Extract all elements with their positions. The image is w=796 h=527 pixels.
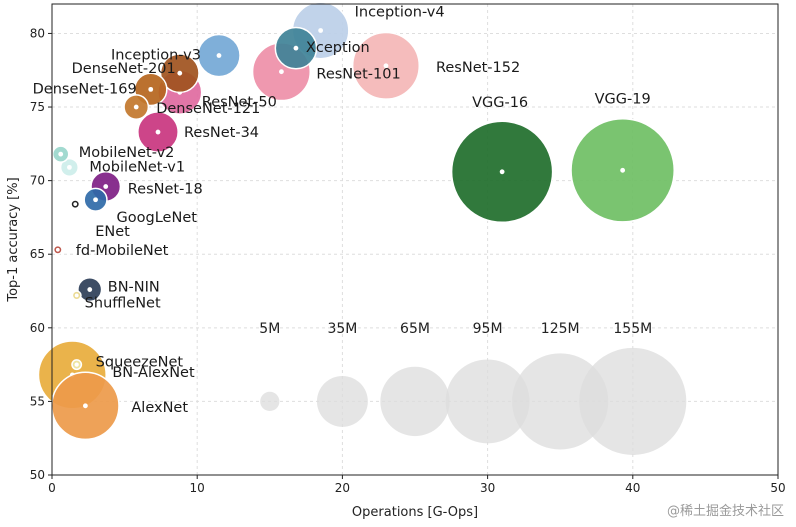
y-tick-label: 50 <box>30 468 45 482</box>
bubble-label-inception-v3: Inception-v3 <box>111 48 201 64</box>
y-axis-label: Top-1 accuracy [%] <box>6 177 21 302</box>
y-tick-label: 55 <box>30 394 45 408</box>
size-legend-bubble-5m <box>260 391 280 412</box>
bubble-center-inception-v3 <box>216 53 222 58</box>
bubble-label-resnet-18: ResNet-18 <box>128 182 203 198</box>
bubble-labels: Inception-v4 Xception Inception-v3 ResNet-1… <box>33 4 651 415</box>
y-tick-label: 60 <box>30 321 45 335</box>
x-tick-label: 20 <box>335 481 350 495</box>
bubble-center-resnet-34 <box>155 129 161 135</box>
bubble-label-resnet-152: ResNet-152 <box>436 60 520 76</box>
bubble-center-squeezenet <box>74 362 79 367</box>
x-tick-label: 10 <box>190 481 205 495</box>
data-bubbles <box>37 1 675 441</box>
bubble-center-resnet-152 <box>383 63 389 69</box>
bubble-label-resnet-101: ResNet-101 <box>316 67 400 83</box>
size-legend-bubble-125m <box>512 353 609 450</box>
bubble-label-vgg-19: VGG-19 <box>595 91 651 107</box>
bubble-center-vgg-16 <box>499 169 505 175</box>
bubble-label-inception-v4: Inception-v4 <box>355 4 445 20</box>
bubble-center-bn-nin <box>87 287 93 292</box>
bubble-center-mobilenet-v2 <box>58 151 64 157</box>
size-legend-label-65m: 65M <box>400 321 430 337</box>
bubble-label-bn-nin: BN-NIN <box>108 280 160 296</box>
size-legend-label-5m: 5M <box>259 321 280 337</box>
size-legend-bubble-65m <box>380 366 450 437</box>
bubble-center-inception-v4 <box>318 28 324 33</box>
bubble-label-fd-mobilenet: fd-MobileNet <box>76 243 169 259</box>
bubble-center-densenet-201 <box>177 70 183 76</box>
bubble-center-mobilenet-v1 <box>67 164 72 170</box>
bubble-label-shufflenet: ShuffleNet <box>85 295 161 311</box>
bubble-label-squeezenet: SqueezeNet <box>96 355 184 371</box>
bubble-center-alexnet <box>82 403 88 409</box>
bubble-label-densenet-169: DenseNet-169 <box>33 81 137 97</box>
bubble-label-mobilenet-v1: MobileNet-v1 <box>89 159 185 175</box>
bubble-label-enet: ENet <box>95 224 130 240</box>
bubble-center-resnet-101 <box>279 69 284 75</box>
size-legend: 5M 35M 65M 95M 125M 155M <box>259 321 687 455</box>
bubble-label-xception: Xception <box>306 40 370 56</box>
y-tick-label: 75 <box>30 100 45 114</box>
size-legend-bubble-155m <box>579 347 687 455</box>
bubble-center-googlenet <box>93 197 98 203</box>
bubble-label-resnet-50: ResNet-50 <box>202 94 277 110</box>
bubble-label-mobilenet-v2: MobileNet-v2 <box>79 145 175 161</box>
bubble-center-resnet-18 <box>103 184 109 189</box>
bubble-center-densenet-121 <box>133 104 139 110</box>
bubble-center-vgg-19 <box>620 167 626 173</box>
size-legend-bubble-95m <box>445 359 530 444</box>
x-tick-label: 30 <box>480 481 495 495</box>
bubble-label-bn-alexnet: BN-AlexNet <box>112 365 195 381</box>
x-tick-label: 40 <box>625 481 640 495</box>
x-axis-label: Operations [G-Ops] <box>352 505 478 520</box>
bubble-label-resnet-34: ResNet-34 <box>184 125 259 141</box>
bubble-center-densenet-169 <box>148 86 154 92</box>
x-tick-label: 0 <box>48 481 56 495</box>
size-legend-label-155m: 155M <box>613 321 652 337</box>
bubble-center-fd-mobilenet <box>55 247 60 252</box>
bubble-label-densenet-121: DenseNet-121 <box>156 101 260 117</box>
bubble-label-alexnet: AlexNet <box>131 400 188 416</box>
bubble-label-densenet-201: DenseNet-201 <box>72 61 176 77</box>
size-legend-label-95m: 95M <box>473 321 503 337</box>
bubble-label-vgg-16: VGG-16 <box>472 95 528 111</box>
axes: 0 10 20 30 40 50 50 55 60 65 70 75 80 Operations [G-O… <box>6 3 786 520</box>
size-legend-label-125m: 125M <box>541 321 580 337</box>
bubble-center-xception <box>293 45 299 51</box>
x-tick-label: 50 <box>770 481 785 495</box>
y-tick-label: 70 <box>30 174 45 188</box>
plot-frame <box>51 3 779 476</box>
bubble-center-shufflenet <box>74 293 79 298</box>
bubble-center-enet <box>73 202 78 207</box>
y-tick-label: 65 <box>30 247 45 261</box>
size-legend-label-35m: 35M <box>327 321 357 337</box>
watermark: @稀土掘金技术社区 <box>666 504 784 519</box>
size-legend-bubble-35m <box>316 375 368 427</box>
y-tick-label: 80 <box>30 26 45 40</box>
bubble-label-googlenet: GoogLeNet <box>117 210 198 226</box>
